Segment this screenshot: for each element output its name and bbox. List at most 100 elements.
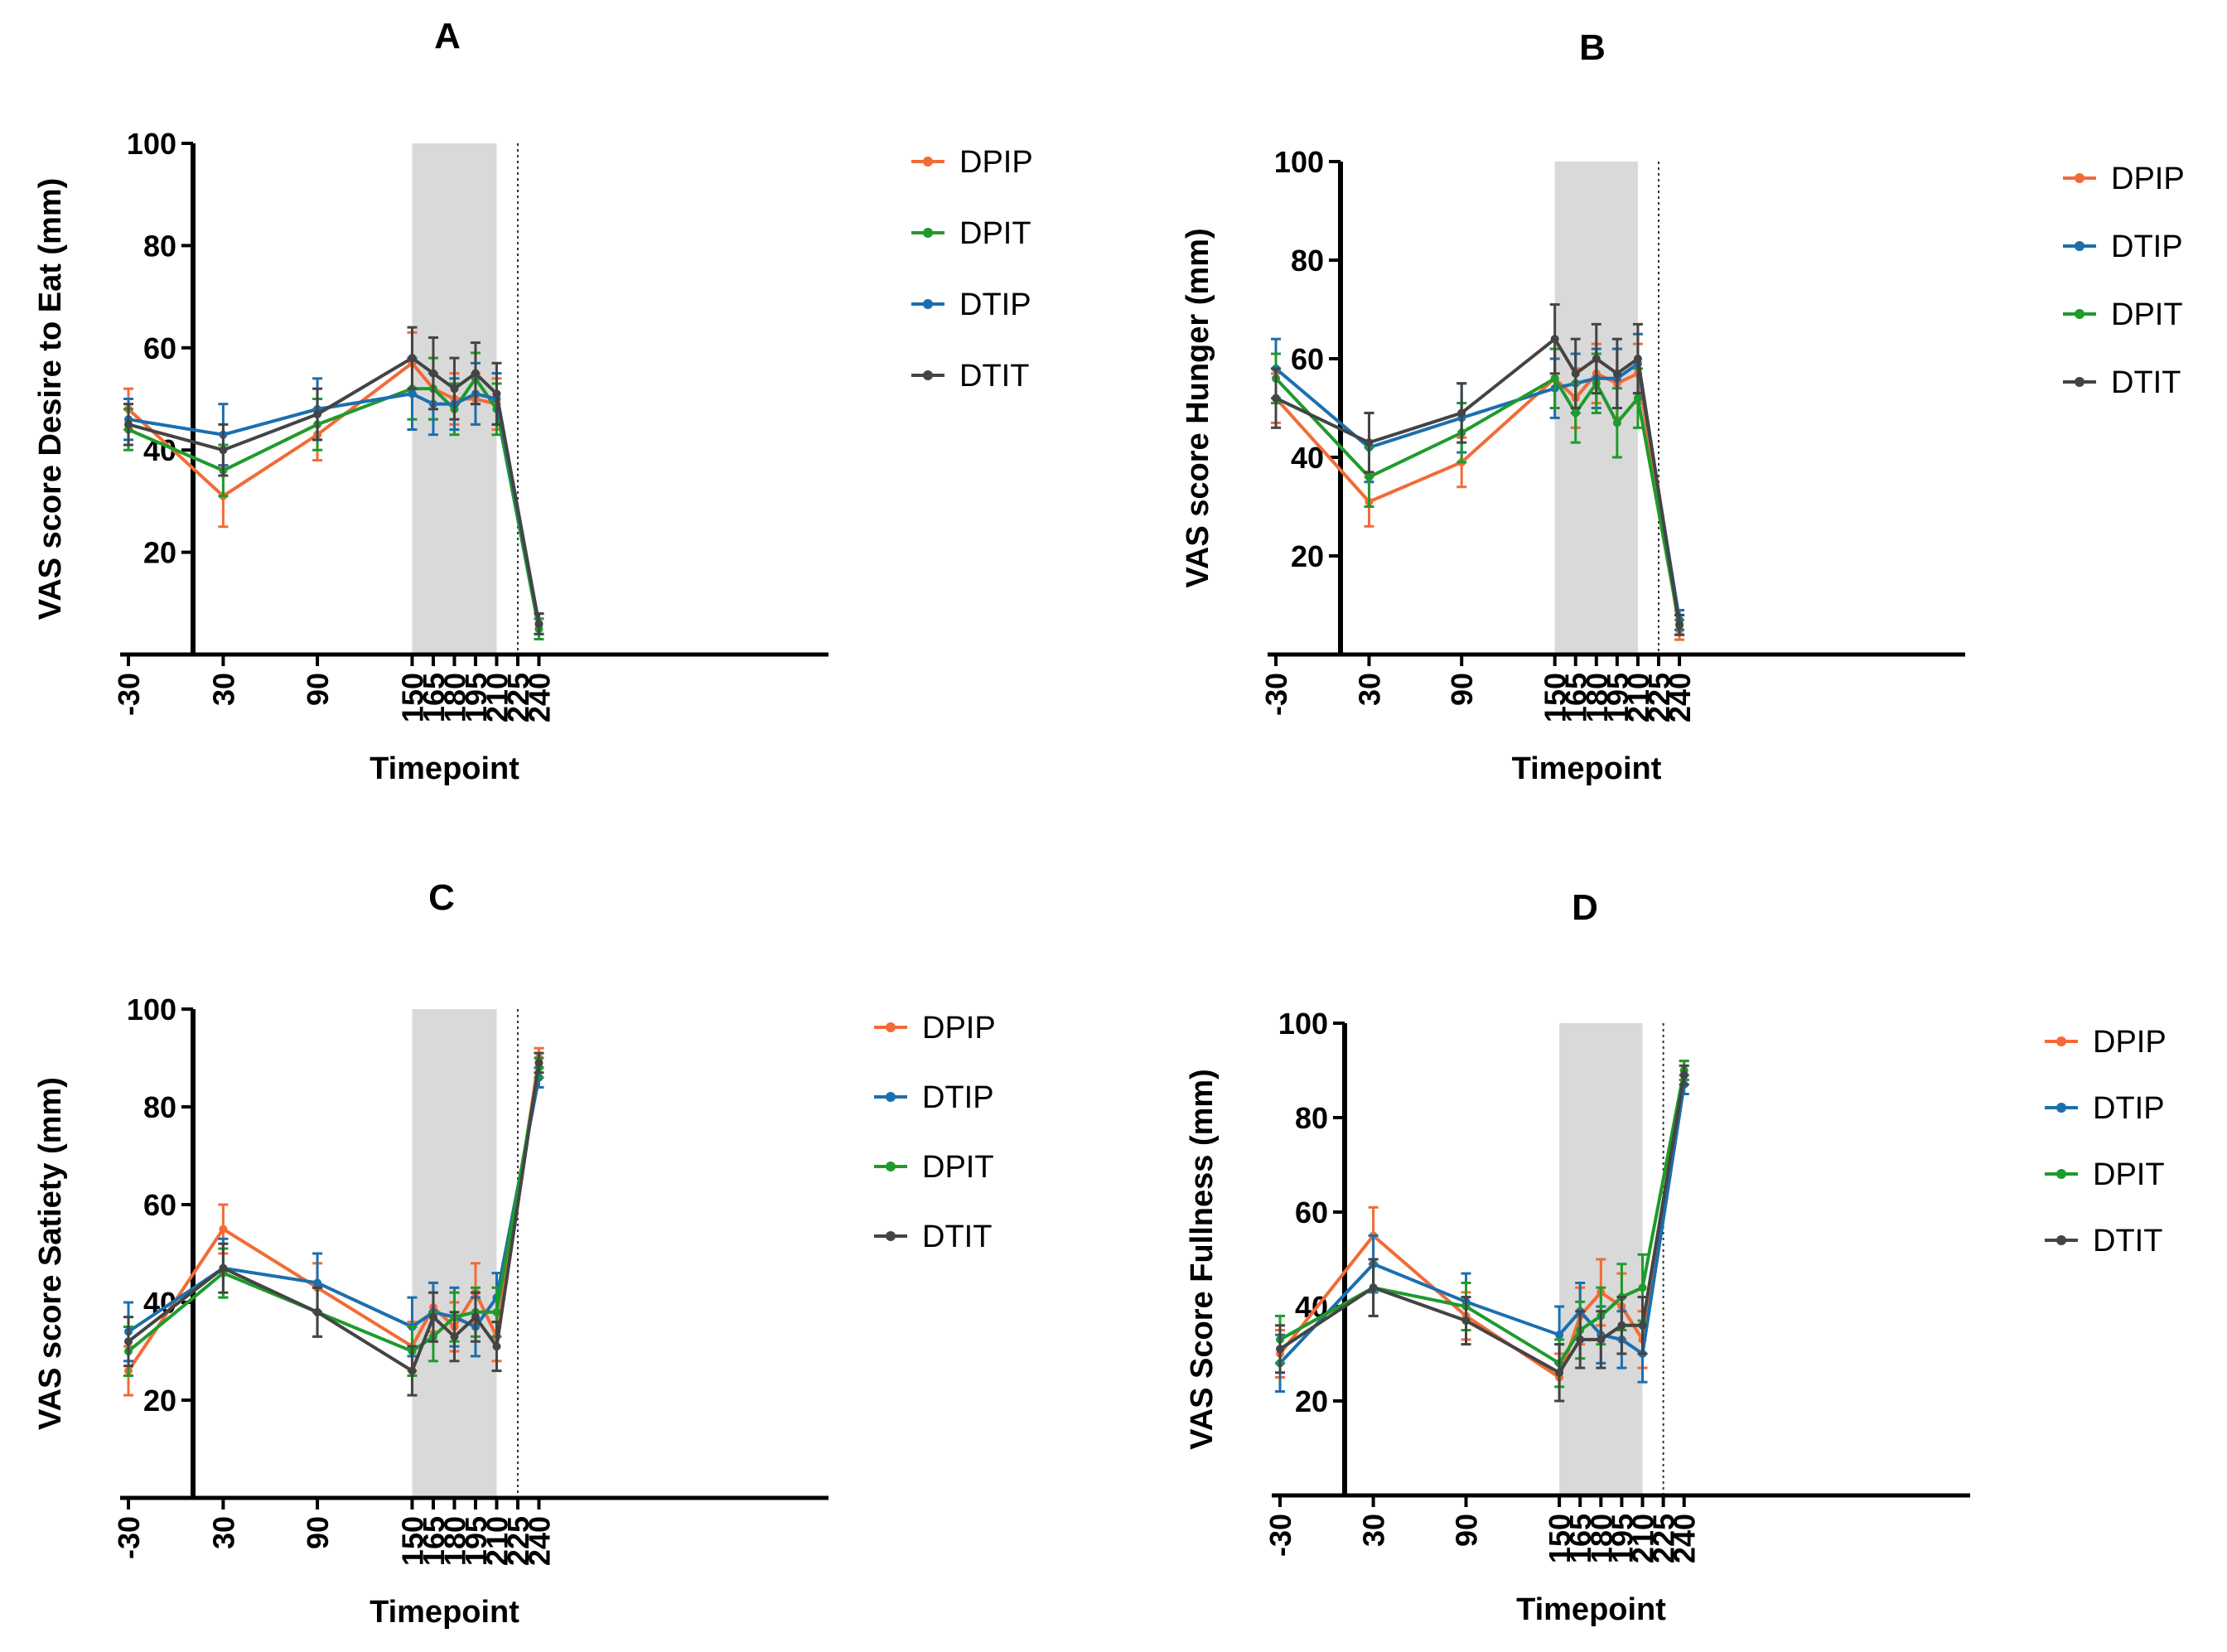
y-tick-label: 100 xyxy=(127,993,176,1026)
legend-label: DPIP xyxy=(2111,162,2185,196)
x-axis-title: Timepoint xyxy=(370,1595,519,1630)
data-point xyxy=(1617,1321,1626,1330)
data-point xyxy=(1272,394,1280,403)
series-dtit xyxy=(123,1051,544,1397)
series-dtit xyxy=(123,326,544,635)
legend-label: DPIT xyxy=(959,216,1031,251)
x-tick-label: 165 xyxy=(417,673,451,722)
data-point xyxy=(1576,1335,1585,1344)
data-point xyxy=(534,1058,543,1067)
data-point xyxy=(471,369,480,378)
x-axis-title: Timepoint xyxy=(370,751,519,786)
y-tick-label: 20 xyxy=(143,536,176,570)
data-point xyxy=(1612,369,1621,378)
legend-label: DPIT xyxy=(922,1150,994,1185)
data-point xyxy=(1369,1283,1378,1292)
legend-marker xyxy=(923,370,933,380)
legend-label: DPIT xyxy=(2111,297,2183,332)
legend-label: DTIT xyxy=(2111,365,2181,400)
data-point xyxy=(1633,394,1642,403)
data-point xyxy=(124,1337,133,1346)
y-tick-label: 60 xyxy=(143,1188,176,1222)
data-point xyxy=(1550,335,1559,344)
y-axis-title: VAS score Satiety (mm) xyxy=(33,1077,68,1430)
y-tick-label: 60 xyxy=(1291,342,1324,376)
series-dtit xyxy=(1275,1064,1689,1403)
data-point xyxy=(450,1332,459,1341)
legend-marker xyxy=(2056,1235,2066,1245)
x-axis-title: Timepoint xyxy=(1512,751,1662,786)
legend-marker xyxy=(2075,241,2084,251)
data-point xyxy=(534,619,543,628)
x-tick-label: 150 xyxy=(395,1516,429,1566)
data-point xyxy=(124,420,133,429)
y-tick-label: 100 xyxy=(1274,145,1324,179)
y-tick-label: 80 xyxy=(1295,1101,1328,1135)
y-tick-label: 100 xyxy=(1278,1007,1328,1041)
data-point xyxy=(428,369,437,378)
data-point xyxy=(1365,472,1374,481)
x-tick-label: 180 xyxy=(437,1516,471,1566)
x-tick-label: 90 xyxy=(301,1516,335,1549)
panel-letter: B xyxy=(1579,27,1606,68)
x-tick-label: -30 xyxy=(1259,673,1293,716)
series-dtit xyxy=(1271,303,1685,636)
x-tick-label: 90 xyxy=(1449,1514,1483,1547)
x-tick-label: 180 xyxy=(1580,673,1614,722)
data-point xyxy=(1592,355,1601,363)
x-tick-label: 90 xyxy=(1445,673,1479,706)
data-point xyxy=(1276,1345,1284,1354)
x-tick-label: 225 xyxy=(501,673,535,722)
legend-marker xyxy=(886,1092,896,1102)
y-tick-label: 80 xyxy=(1291,244,1324,278)
y-axis-title: VAS score Hunger (mm) xyxy=(1181,228,1215,587)
data-point xyxy=(1633,355,1642,363)
x-tick-label: 225 xyxy=(1647,1514,1681,1563)
y-tick-label: 20 xyxy=(143,1384,176,1418)
x-tick-label: 150 xyxy=(1543,1514,1577,1563)
y-tick-label: 20 xyxy=(1291,539,1324,573)
x-tick-label: 240 xyxy=(1668,1514,1702,1563)
x-tick-label: -30 xyxy=(112,673,146,716)
data-point xyxy=(1597,1335,1606,1344)
data-point xyxy=(1550,374,1559,383)
data-point xyxy=(1457,408,1466,418)
data-point xyxy=(313,1307,322,1316)
x-tick-label: 240 xyxy=(522,1516,556,1566)
legend-marker xyxy=(886,1162,896,1171)
legend-marker xyxy=(2075,173,2084,183)
x-tick-label: 180 xyxy=(1584,1514,1618,1563)
x-tick-label: 150 xyxy=(395,673,429,722)
data-point xyxy=(1638,1321,1647,1330)
x-tick-label: -30 xyxy=(1263,1514,1297,1557)
legend-marker xyxy=(2075,377,2084,387)
data-point xyxy=(1461,1316,1471,1326)
x-tick-label: 30 xyxy=(206,1516,240,1549)
legend-marker xyxy=(2056,1169,2066,1179)
legend-label: DTIT xyxy=(959,359,1029,394)
panel-letter: A xyxy=(434,16,461,56)
data-point xyxy=(1555,1331,1564,1340)
x-tick-label: 30 xyxy=(206,673,240,706)
legend-label: DPIP xyxy=(959,145,1033,180)
x-tick-label: 165 xyxy=(1559,673,1593,722)
x-tick-label: 90 xyxy=(301,673,335,706)
y-tick-label: 80 xyxy=(143,1090,176,1124)
x-tick-label: -30 xyxy=(112,1516,146,1559)
x-tick-label: 30 xyxy=(1357,1514,1391,1547)
data-point xyxy=(1571,369,1580,378)
legend-label: DTIP xyxy=(922,1080,994,1115)
legend-marker xyxy=(923,299,933,309)
x-tick-label: 150 xyxy=(1539,673,1572,722)
legend-marker xyxy=(2075,309,2084,319)
data-point xyxy=(492,1307,501,1316)
x-tick-label: 210 xyxy=(480,673,514,722)
data-point xyxy=(1612,418,1621,427)
legend-label: DTIP xyxy=(2093,1091,2165,1126)
y-tick-label: 20 xyxy=(1295,1384,1328,1418)
data-point xyxy=(408,389,417,399)
data-point xyxy=(1675,621,1684,630)
